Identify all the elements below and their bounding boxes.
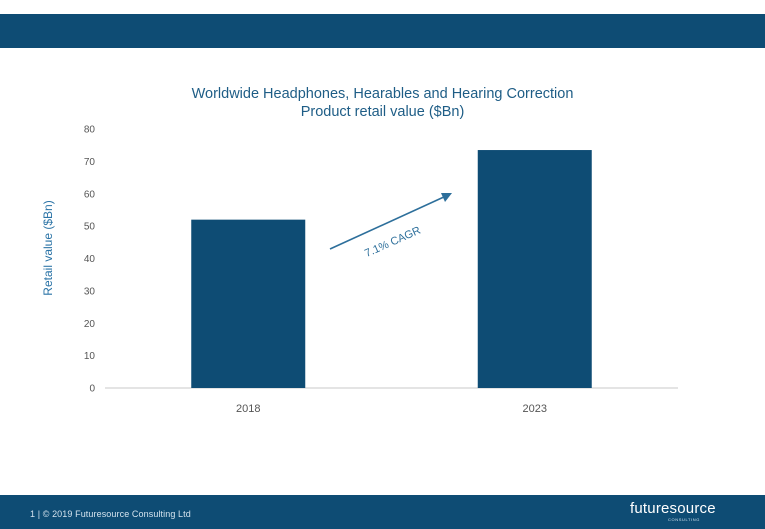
cagr-arrow — [329, 195, 447, 250]
y-axis-label: Retail value ($Bn) — [41, 200, 55, 295]
cagr-annotation: 7.1% CAGR — [329, 193, 452, 260]
y-tick-label: 40 — [84, 254, 96, 265]
bottom-banner — [0, 495, 765, 529]
logo-wordmark: futuresource — [630, 500, 716, 517]
y-tick-label: 10 — [84, 351, 96, 362]
y-tick-label: 30 — [84, 286, 96, 297]
y-tick-label: 0 — [89, 384, 95, 395]
footer-copyright: 1 | © 2019 Futuresource Consulting Ltd — [30, 509, 191, 519]
y-tick-label: 80 — [84, 125, 96, 136]
x-tick-label: 2023 — [523, 403, 547, 415]
chart-title: Worldwide Headphones, Hearables and Hear… — [191, 86, 574, 102]
bar-2023 — [477, 150, 592, 388]
y-tick-label: 60 — [84, 189, 96, 200]
futuresource-logo: futuresource CONSULTING — [630, 500, 750, 528]
bar-2018 — [191, 219, 306, 388]
top-banner — [0, 14, 765, 48]
logo-subtitle: CONSULTING — [668, 517, 700, 522]
chart-subtitle: Product retail value ($Bn) — [300, 104, 465, 120]
y-tick-label: 20 — [84, 319, 96, 330]
y-tick-label: 70 — [84, 157, 96, 168]
cagr-arrowhead — [441, 193, 452, 202]
x-tick-label: 2018 — [236, 403, 260, 415]
y-tick-label: 50 — [84, 222, 96, 233]
